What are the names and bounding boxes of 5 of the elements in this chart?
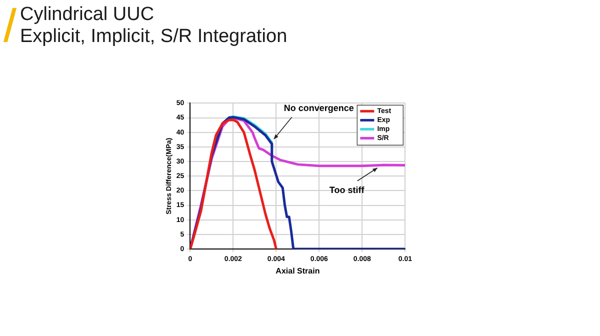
- annotation: No convergence: [284, 103, 354, 114]
- annotation: Too stiff: [329, 184, 366, 195]
- chart-title: Cylindrical UUC: [20, 4, 156, 26]
- chart-subtitle: Explicit, Implicit, S/R Integration: [20, 26, 288, 48]
- x-axis-title: Axial Strain: [276, 266, 320, 276]
